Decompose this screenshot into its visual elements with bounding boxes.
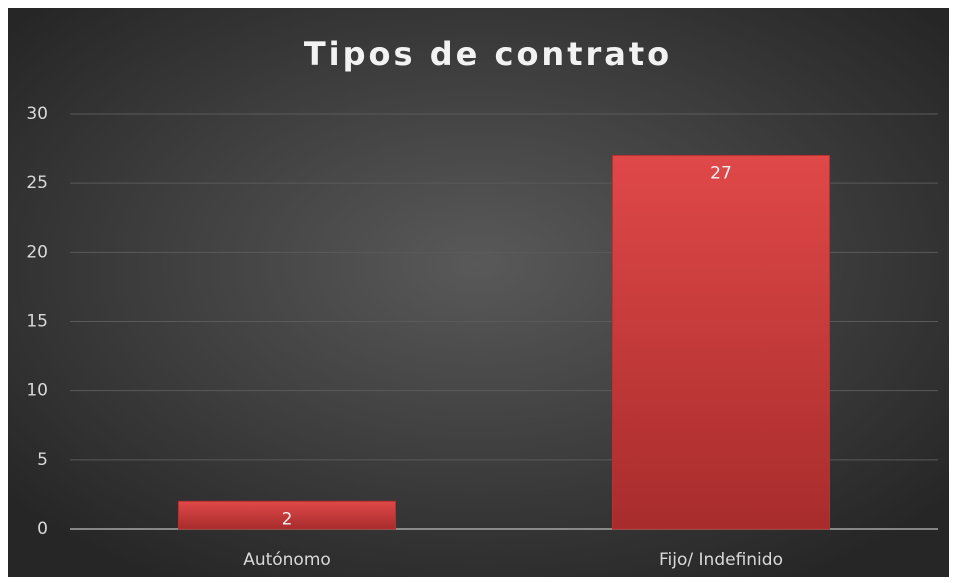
y-tick-label: 5 [37, 450, 48, 470]
y-tick-label: 20 [26, 242, 48, 262]
data-label: 2 [282, 509, 293, 529]
data-label: 27 [710, 164, 732, 184]
x-tick-label: Autónomo [243, 550, 331, 570]
chart-title: Tipos de contrato [304, 35, 672, 73]
bar [178, 500, 396, 530]
y-tick-label: 30 [26, 104, 48, 124]
y-tick-label: 10 [26, 381, 48, 401]
x-tick-label: Fijo/ Indefinido [659, 550, 783, 570]
bar [612, 155, 830, 530]
y-tick-label: 25 [26, 173, 48, 193]
y-tick-label: 15 [26, 312, 48, 332]
y-tick-label: 0 [37, 519, 48, 539]
